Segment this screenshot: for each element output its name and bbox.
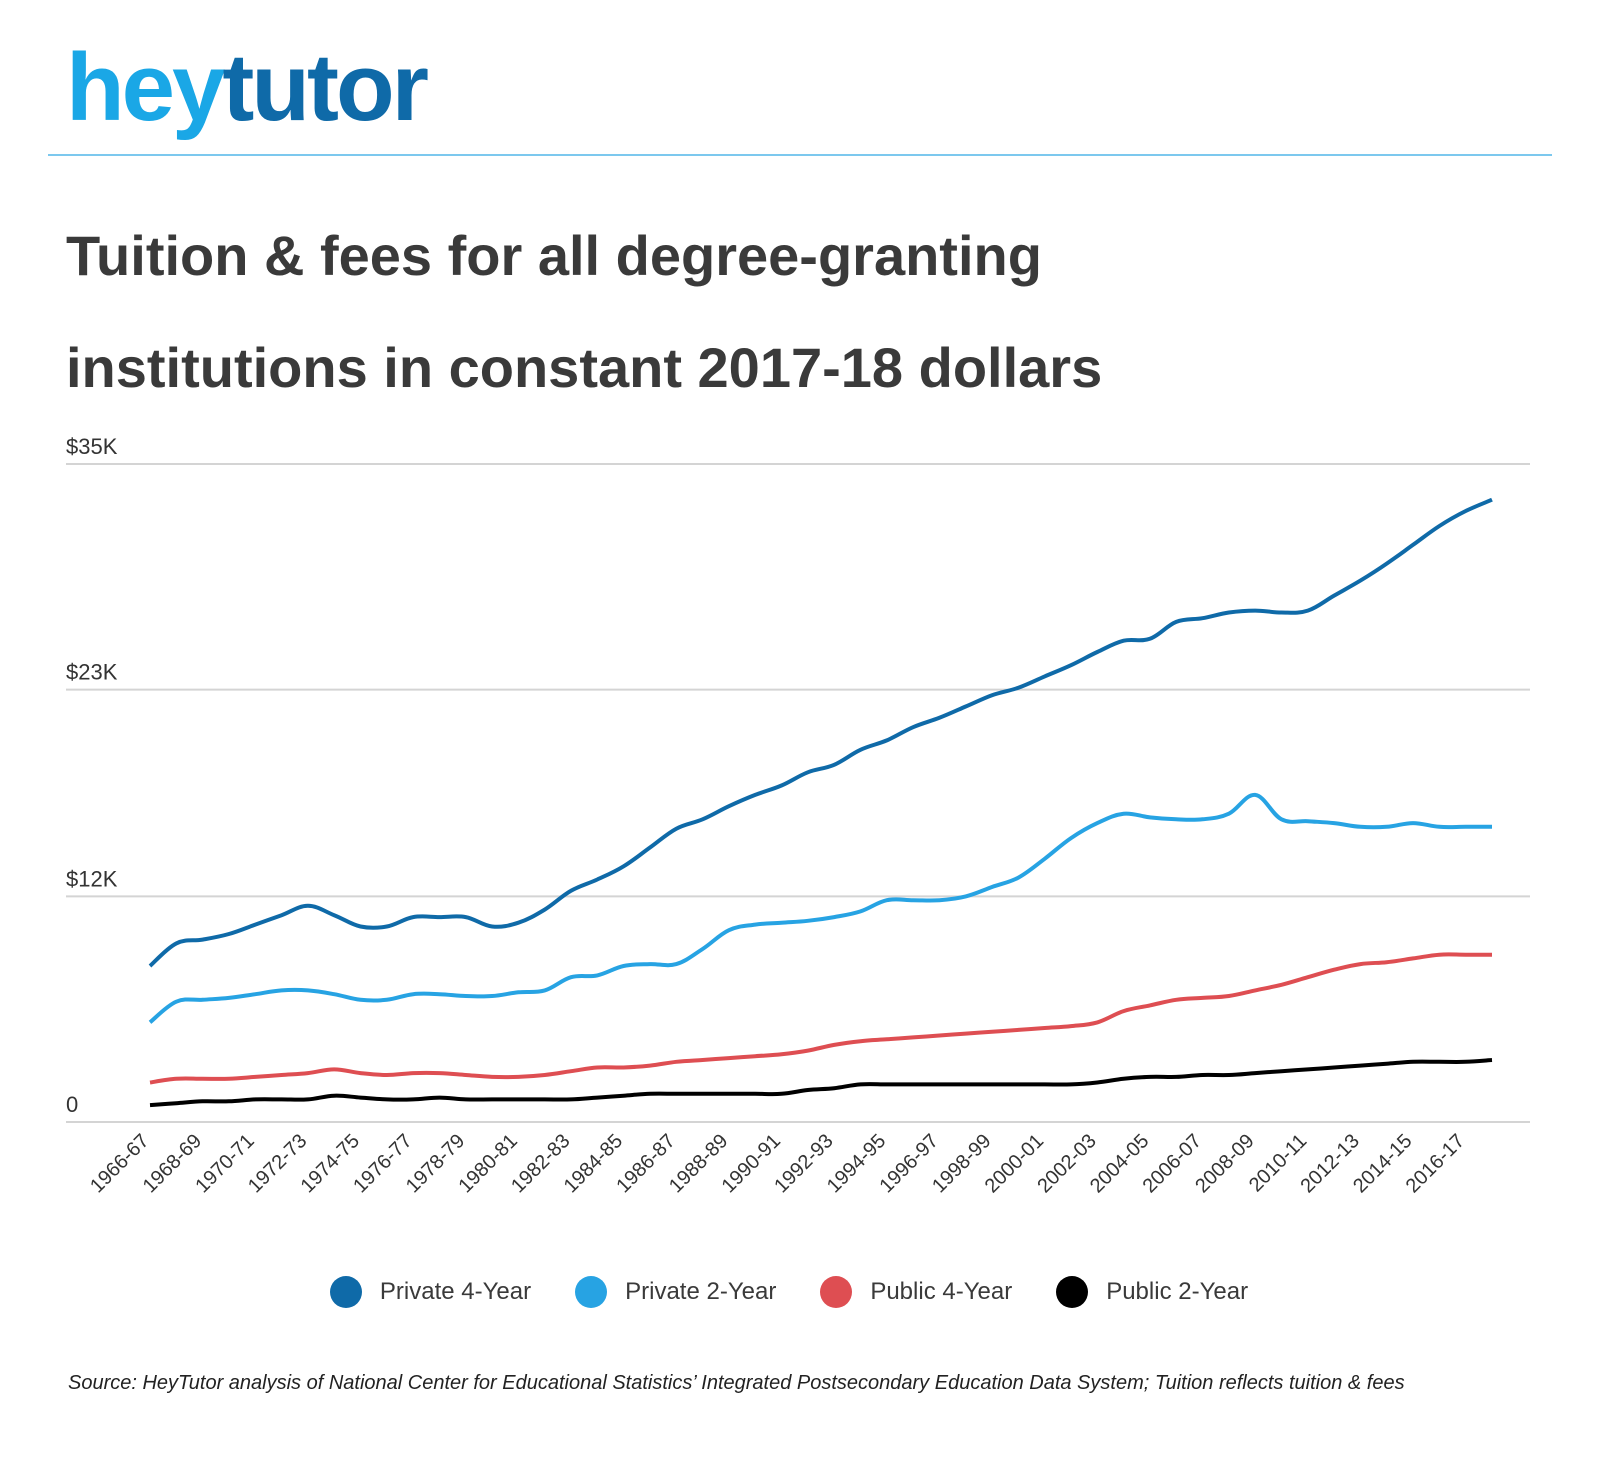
chart-legend: Private 4-Year Private 2-Year Public 4-Yea… [0, 1276, 1600, 1308]
series-line-private-4-year [148, 497, 1493, 968]
source-note: Source: HeyTutor analysis of National Ce… [68, 1372, 1405, 1394]
legend-swatch [575, 1276, 608, 1308]
x-tick-label: 2008-09 [1191, 1130, 1258, 1197]
y-tick-label: $23K [66, 660, 118, 685]
legend-swatch [329, 1276, 362, 1308]
legend-label: Private 2-Year [625, 1278, 777, 1305]
chart-title: Tuition & fees for all degree-granting i… [66, 228, 1466, 452]
series-line-public-4-year [149, 952, 1492, 1085]
header-divider [48, 154, 1552, 156]
logo-tutor: tutor [222, 34, 429, 141]
y-tick-label: $35K [66, 434, 118, 459]
legend-label: Public 2-Year [1106, 1278, 1249, 1305]
chart-title-line-1: Tuition & fees for all degree-granting [66, 224, 1042, 287]
y-tick-label: $12K [66, 866, 118, 891]
legend-label: Public 4-Year [870, 1278, 1013, 1305]
legend-item: Private 2-Year [575, 1276, 776, 1308]
y-tick-label: 0 [66, 1092, 78, 1117]
legend-label: Private 4-Year [379, 1278, 532, 1305]
legend-item: Public 4-Year [820, 1276, 1012, 1308]
legend-swatch [820, 1276, 853, 1308]
x-tick-label: 2016-17 [1402, 1130, 1469, 1197]
line-chart: 0$12K$23K$35K1966-671968-691970-711972-7… [66, 434, 1530, 1197]
heytutor-logo: heytutor [66, 40, 429, 136]
logo-hey: hey [66, 34, 225, 141]
series-line-public-2-year [149, 1058, 1493, 1108]
legend-swatch [1056, 1276, 1089, 1308]
chart-title-line-2: institutions in constant 2017-18 dollars [66, 336, 1103, 399]
legend-item: Public 2-Year [1056, 1276, 1248, 1308]
series-line-private-2-year [148, 792, 1492, 1024]
legend-item: Private 4-Year [329, 1276, 532, 1308]
